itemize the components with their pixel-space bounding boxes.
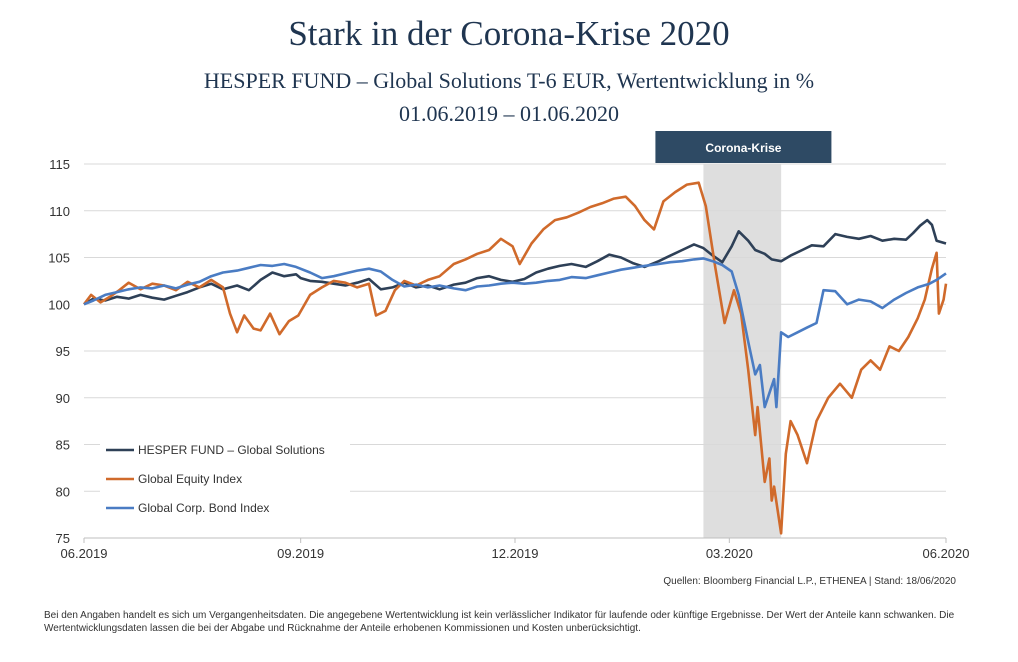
legend-label: HESPER FUND – Global Solutions [138,443,325,457]
chart-subtitle: HESPER FUND – Global Solutions T-6 EUR, … [203,68,815,93]
legend-label: Global Corp. Bond Index [138,501,269,515]
x-tick-label: 06.2019 [61,546,108,561]
legend-box [100,432,350,522]
series-line-3 [83,257,947,409]
x-tick-label: 06.2020 [923,546,970,561]
disclaimer: Bei den Angaben handelt es sich um Verga… [44,610,955,634]
y-tick-label: 115 [49,157,70,172]
series-line-1 [83,218,947,306]
x-tick-label: 09.2019 [277,546,324,561]
y-tick-label: 100 [48,297,70,312]
chart-title: Stark in der Corona-Krise 2020 [288,14,730,53]
y-tick-label: 85 [56,438,70,453]
chart-period: 01.06.2019 – 01.06.2020 [399,101,619,126]
y-tick-label: 95 [56,344,70,359]
corona-crisis-label: Corona-Krise [705,141,781,155]
y-tick-label: 90 [56,391,70,406]
y-tick-label: 80 [56,484,70,499]
series-line-2 [82,181,948,535]
y-tick-label: 75 [56,531,70,546]
legend-label: Global Equity Index [138,472,242,486]
x-tick-label: 12.2019 [492,546,539,561]
corona-crisis-label-box [655,131,832,163]
y-tick-label: 105 [48,251,70,266]
x-tick-label: 03.2020 [706,546,753,561]
y-tick-label: 110 [49,204,70,219]
source-note: Quellen: Bloomberg Financial L.P., ETHEN… [663,576,956,587]
